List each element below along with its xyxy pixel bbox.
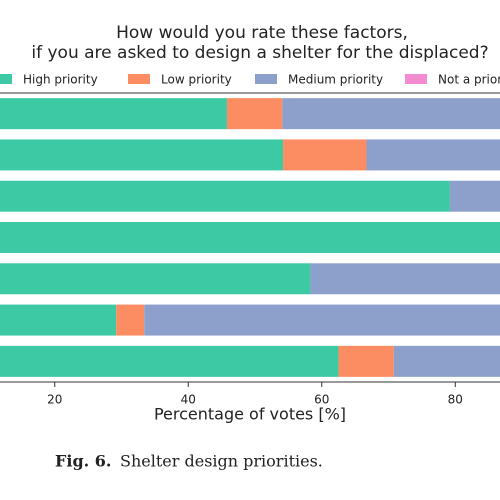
bar-segment: [338, 345, 394, 377]
legend-swatch: [128, 74, 150, 84]
bar-segment: [310, 263, 500, 295]
legend-label: Not a priority: [438, 73, 500, 87]
bar-segment: [283, 139, 367, 171]
bar-segment: [0, 139, 284, 171]
bar-segment: [0, 98, 227, 130]
bar-segment: [144, 304, 500, 336]
bar-segment: [0, 263, 311, 295]
x-tick-label: 40: [181, 393, 196, 407]
bar-segment: [0, 304, 117, 336]
bar-segment: [0, 222, 500, 253]
x-tick-label: 60: [314, 393, 329, 407]
bar-segment: [116, 304, 145, 336]
caption-label: Fig. 6.: [55, 452, 111, 471]
bar-segment: [366, 139, 500, 171]
x-tick-label: 80: [448, 393, 463, 407]
legend-swatch: [255, 74, 277, 84]
x-tick-label: 20: [47, 393, 62, 407]
caption-text: Shelter design priorities.: [120, 452, 323, 471]
bar-segment: [0, 180, 450, 212]
x-axis-label: Percentage of votes [%]: [154, 405, 346, 424]
legend-swatch: [0, 74, 12, 84]
legend-label: Low priority: [161, 73, 232, 87]
bar-segment: [282, 98, 500, 130]
bar-segment: [393, 345, 500, 377]
bar-segment: [0, 345, 339, 377]
legend-label: Medium priority: [288, 73, 383, 87]
legend-label: High priority: [23, 73, 98, 87]
chart-title: How would you rate these factors, if you …: [31, 23, 488, 63]
bar-segment: [449, 180, 500, 212]
legend-swatch: [405, 74, 427, 84]
bar-segment: [226, 98, 283, 130]
